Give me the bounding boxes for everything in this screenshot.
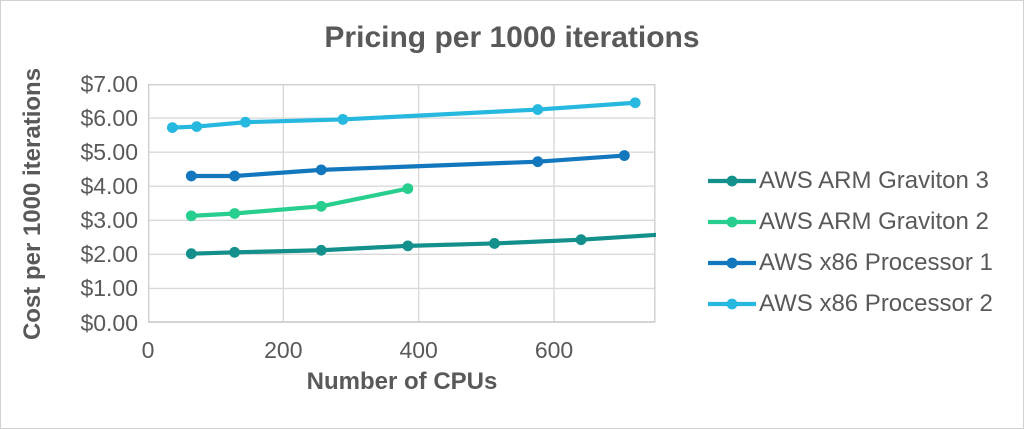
data-point-marker: [532, 156, 544, 168]
series-line: [189, 186, 410, 218]
series-line: [189, 153, 627, 179]
data-point-marker: [229, 170, 241, 182]
data-point-marker: [402, 240, 414, 252]
data-point-marker: [229, 246, 241, 258]
legend-swatch-icon: [708, 216, 756, 227]
legend-label: AWS ARM Graviton 2: [759, 207, 989, 235]
data-point-marker: [229, 208, 241, 219]
legend: AWS ARM Graviton 3 AWS ARM Graviton 2 AWS …: [708, 160, 993, 324]
data-point-marker: [166, 122, 178, 134]
legend-entry: AWS x86 Processor 2: [708, 283, 993, 324]
legend-entry: AWS ARM Graviton 3: [708, 160, 993, 201]
y-tick-label: $1.00: [80, 275, 138, 302]
x-tick-label: 0: [141, 337, 155, 363]
data-point-marker: [489, 238, 500, 249]
y-tick-label: $4.00: [80, 173, 138, 200]
data-point-marker: [315, 244, 327, 256]
data-point-marker: [532, 104, 544, 115]
legend-label: AWS x86 Processor 1: [759, 248, 993, 276]
data-point-marker: [629, 97, 641, 109]
data-point-marker: [240, 116, 251, 128]
data-point-marker: [191, 121, 203, 132]
legend-swatch-icon: [708, 298, 756, 309]
data-point-marker: [315, 164, 327, 176]
plot-border: [148, 84, 656, 323]
y-tick-label: $2.00: [80, 241, 138, 268]
y-tick-label: $3.00: [80, 207, 138, 234]
data-point-marker: [575, 234, 587, 246]
x-axis-title: Number of CPUs: [306, 368, 498, 395]
x-tick-label: 200: [264, 337, 303, 363]
y-tick-label: $6.00: [80, 105, 138, 132]
y-tick-label: $0.00: [80, 309, 138, 336]
plot-area: [148, 84, 656, 323]
data-point-marker: [185, 248, 197, 260]
data-point-marker: [337, 114, 349, 125]
chart-title: Pricing per 1000 iterations: [324, 21, 700, 54]
legend-swatch-icon: [708, 257, 756, 268]
legend-swatch-icon: [708, 175, 756, 186]
y-tick-label: $5.00: [80, 139, 138, 166]
data-point-marker: [402, 183, 414, 194]
data-point-marker: [185, 210, 197, 222]
legend-label: AWS x86 Processor 2: [759, 289, 993, 317]
data-point-marker: [618, 150, 630, 161]
legend-label: AWS ARM Graviton 3: [759, 166, 989, 194]
legend-entry: AWS ARM Graviton 2: [708, 201, 993, 242]
data-point-marker: [185, 170, 197, 182]
x-tick-label: 400: [399, 337, 438, 363]
x-tick-label: 600: [534, 337, 574, 363]
y-tick-label: $7.00: [80, 71, 138, 97]
legend-entry: AWS x86 Processor 1: [708, 242, 993, 283]
data-point-marker: [315, 200, 327, 212]
